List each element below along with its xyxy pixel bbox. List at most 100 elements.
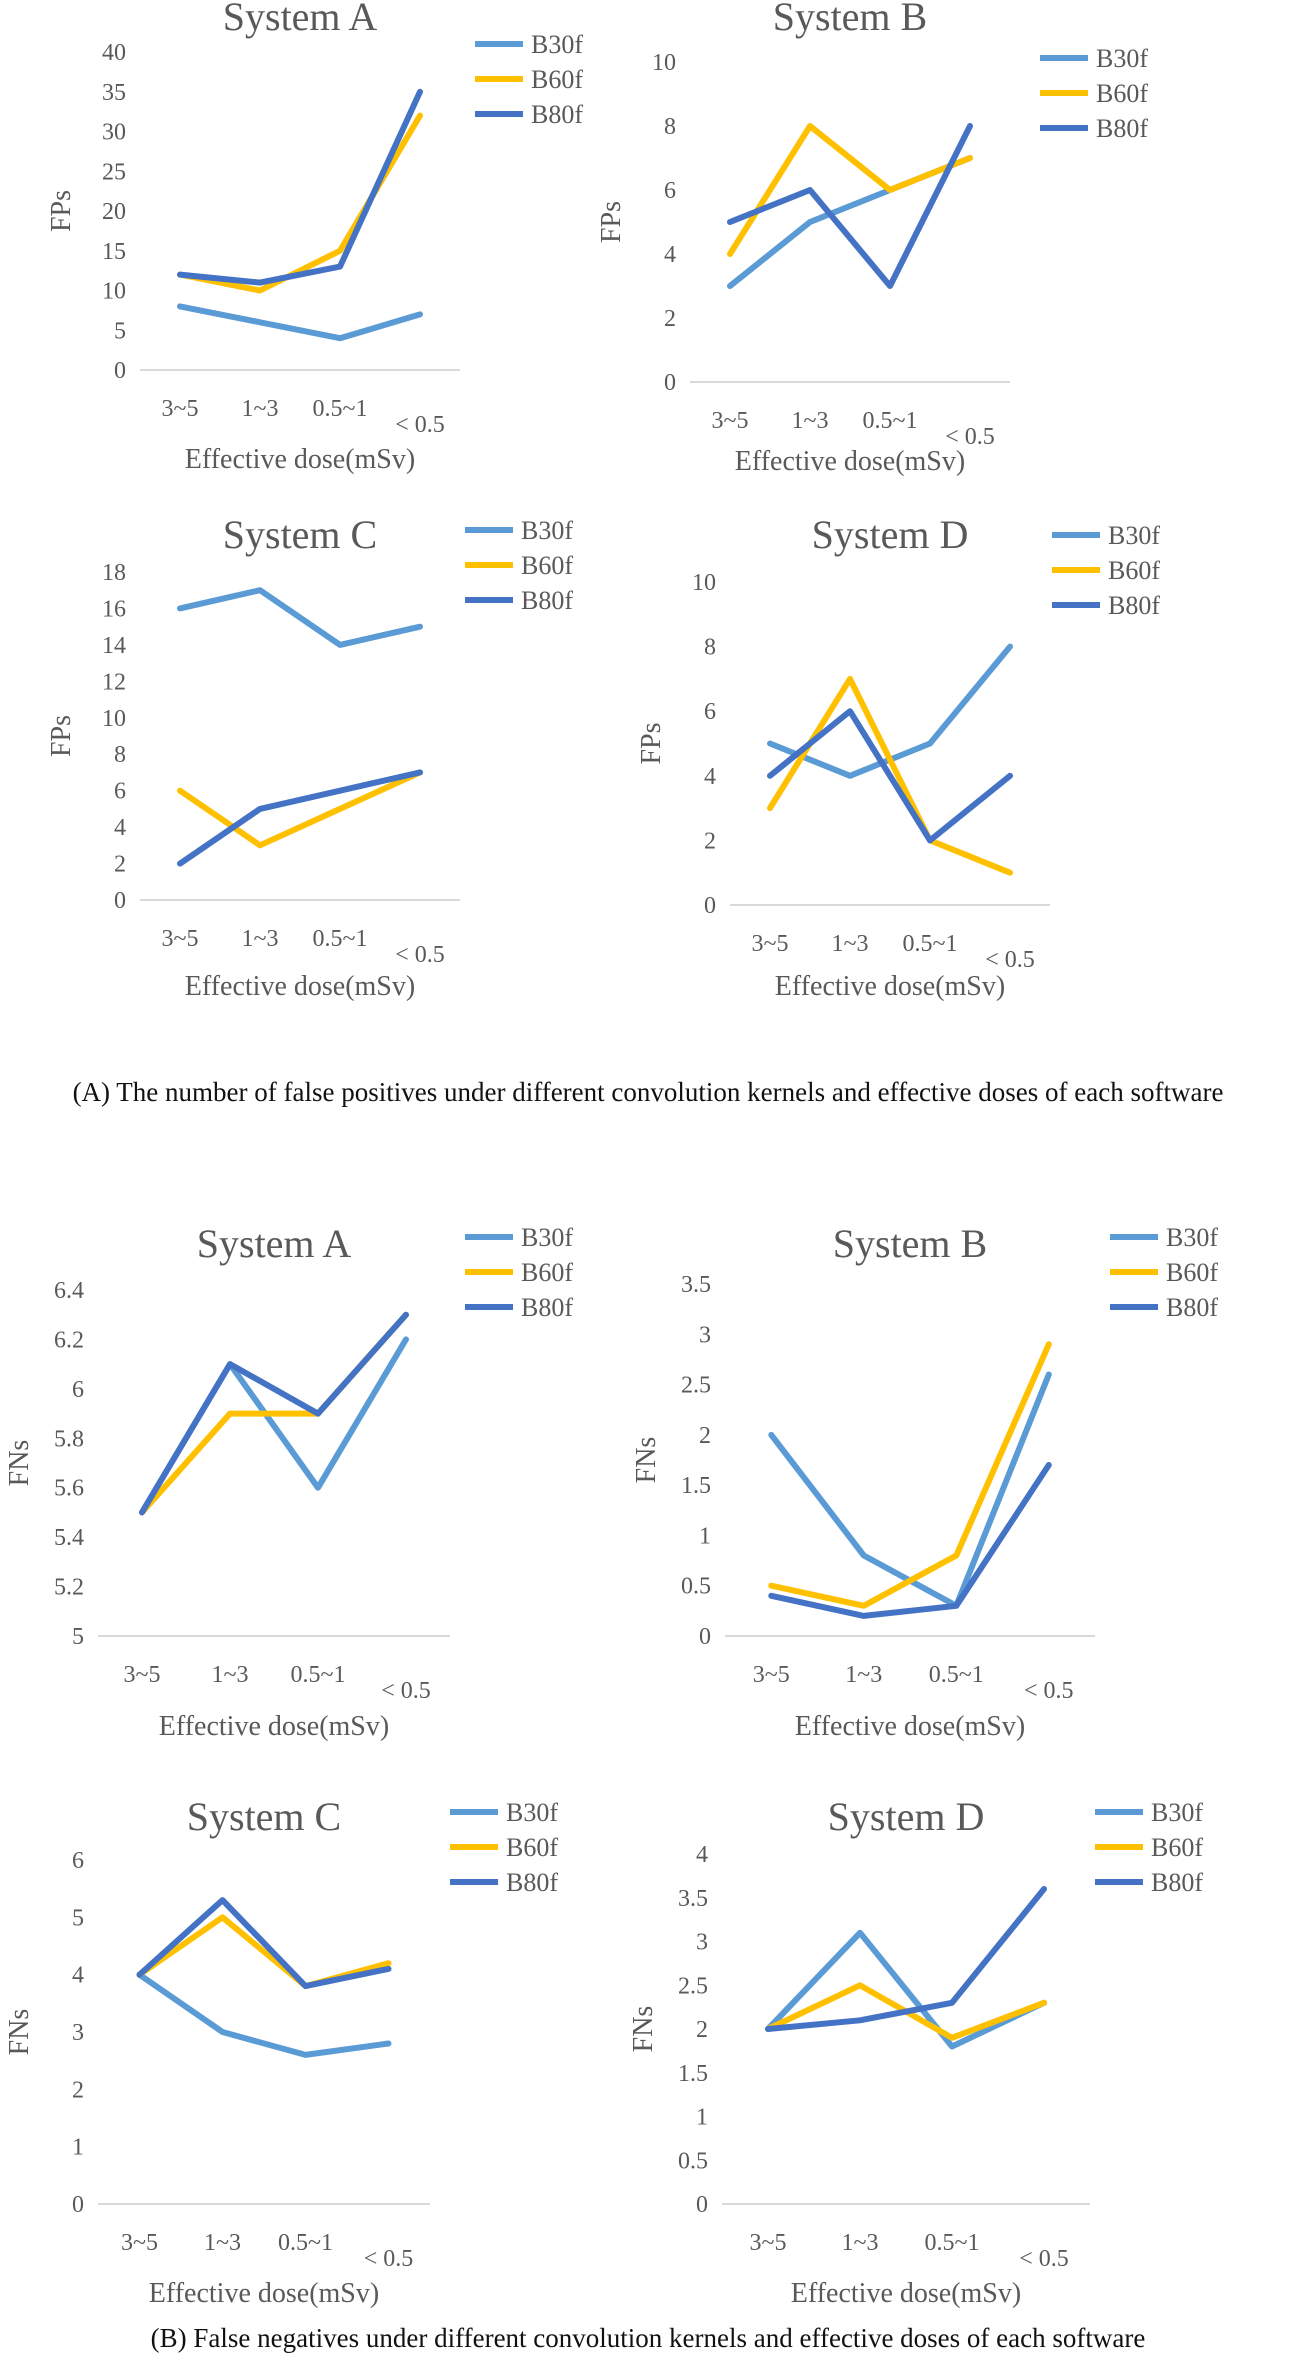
fp-c-ytick-2: 4	[114, 815, 126, 841]
fn-d-ylabel: FNs	[628, 2006, 659, 2053]
fp-a-title: System A	[223, 0, 378, 39]
fn-d-xtick-2: 0.5~1	[925, 2230, 980, 2256]
fn-c-ytick-1: 1	[72, 2135, 84, 2161]
fn-a-ytick-3: 5.6	[54, 1476, 84, 1502]
fp-b-ytick-0: 0	[664, 370, 676, 396]
fn-b-series-b80f	[768, 1462, 1052, 1619]
fn-c-ytick-4: 4	[72, 1963, 84, 1989]
fp-b-ytick-1: 2	[664, 306, 676, 332]
fp-a-ytick-7: 35	[102, 80, 126, 106]
fn-a-title: System A	[197, 1221, 352, 1266]
fn-a-legend-label-b80f: B80f	[521, 1293, 573, 1322]
fn-b-ytick-5: 2.5	[681, 1373, 711, 1399]
fn-d-xtick-0: 3~5	[750, 2230, 787, 2256]
fn-c-xtick-3: < 0.5	[364, 2246, 414, 2272]
fn-d-ytick-8: 4	[696, 1842, 708, 1868]
fp-b-ytick-3: 6	[664, 178, 676, 204]
fn-c-series-b30f	[136, 1971, 392, 2058]
fn-b-xtick-1: 1~3	[845, 1662, 882, 1688]
fp-c-xlabel: Effective dose(mSv)	[185, 971, 415, 1002]
fn-b-ytick-3: 1.5	[681, 1473, 711, 1499]
fn-c-series-b80f	[136, 1897, 392, 1990]
fn-d-ytick-1: 0.5	[678, 2148, 708, 2174]
fn-b-title: System B	[833, 1221, 987, 1266]
fn-a-xtick-2: 0.5~1	[291, 1662, 346, 1688]
fn-a-series-b30f	[139, 1336, 409, 1516]
fp-c-series-b60f	[177, 769, 423, 849]
fn-d-ytick-6: 3	[696, 1930, 708, 1956]
fn-b-legend-label-b30f: B30f	[1166, 1223, 1218, 1252]
fp-a-legend-label-b60f: B60f	[531, 65, 583, 94]
fp-c-xtick-3: < 0.5	[395, 942, 445, 968]
fn-c-ytick-2: 2	[72, 2077, 84, 2103]
fn-d-xlabel: Effective dose(mSv)	[791, 2278, 1021, 2309]
fn-c-legend-label-b80f: B80f	[506, 1868, 558, 1897]
fn-d-legend-label-b60f: B60f	[1151, 1833, 1203, 1862]
fn-c-ytick-3: 3	[72, 2020, 84, 2046]
fn-a-ylabel: FNs	[4, 1440, 35, 1487]
caption-false-negatives: (B) False negatives under different conv…	[150, 2323, 1146, 2353]
fn-d-xtick-1: 1~3	[842, 2230, 879, 2256]
fn-d-ytick-3: 1.5	[678, 2061, 708, 2087]
fn-a-ytick-6: 6.2	[54, 1327, 84, 1353]
fp-c-legend-label-b30f: B30f	[521, 516, 573, 545]
fp-a-ytick-1: 5	[114, 318, 126, 344]
fn-b-ytick-2: 1	[699, 1523, 711, 1549]
fp-d-ytick-5: 10	[692, 570, 716, 596]
fp-c-series-b30f	[177, 587, 423, 648]
fn-d-ytick-5: 2.5	[678, 1973, 708, 1999]
fp-c-ylabel: FPs	[46, 715, 77, 757]
fp-d-series-b80f	[767, 708, 1013, 844]
fn-c-legend-label-b60f: B60f	[506, 1833, 558, 1862]
fn-d-legend-label-b80f: B80f	[1151, 1868, 1203, 1897]
fp-a-xtick-0: 3~5	[162, 396, 199, 422]
fp-a-series-b30f	[177, 303, 423, 342]
fn-a-legend-label-b60f: B60f	[521, 1258, 573, 1287]
fn-b-ytick-4: 2	[699, 1423, 711, 1449]
fp-b-legend-label-b30f: B30f	[1096, 44, 1148, 73]
fp-c-title: System C	[223, 512, 377, 557]
fn-b-legend-label-b60f: B60f	[1166, 1258, 1218, 1287]
fn-b-series-b30f	[768, 1371, 1052, 1609]
fn-a-series-b60f	[139, 1311, 409, 1516]
fp-d-title: System D	[812, 512, 969, 557]
fn-c-xtick-1: 1~3	[204, 2230, 241, 2256]
fp-d-xtick-1: 1~3	[832, 931, 869, 957]
fn-a-ytick-4: 5.8	[54, 1426, 84, 1452]
fp-d-legend-label-b80f: B80f	[1108, 591, 1160, 620]
fn-a-ytick-0: 5	[72, 1624, 84, 1650]
fn-b-ytick-7: 3.5	[681, 1272, 711, 1298]
fp-a-ytick-0: 0	[114, 358, 126, 384]
fp-d-ylabel: FPs	[636, 722, 667, 764]
fn-a-series-b80f	[139, 1311, 409, 1516]
fp-b-series-b80f	[727, 123, 973, 289]
fn-b-ytick-0: 0	[699, 1624, 711, 1650]
fp-d-xtick-3: < 0.5	[985, 947, 1035, 973]
fp-d-ytick-3: 6	[704, 699, 716, 725]
fp-c-ytick-1: 2	[114, 852, 126, 878]
fp-b-xtick-3: < 0.5	[945, 424, 995, 450]
fp-b-xtick-0: 3~5	[712, 408, 749, 434]
fn-d-ytick-7: 3.5	[678, 1886, 708, 1912]
fn-b-ytick-1: 0.5	[681, 1574, 711, 1600]
fn-a-legend-label-b30f: B30f	[521, 1223, 573, 1252]
fp-a-ytick-6: 30	[102, 120, 126, 146]
fp-c-ytick-5: 10	[102, 706, 126, 732]
fp-a-legend-label-b80f: B80f	[531, 100, 583, 129]
fp-d-ytick-0: 0	[704, 893, 716, 919]
fn-c-xtick-2: 0.5~1	[278, 2230, 333, 2256]
fp-a-ytick-2: 10	[102, 279, 126, 305]
fn-d-xtick-3: < 0.5	[1019, 2246, 1069, 2272]
fp-c-legend-label-b60f: B60f	[521, 551, 573, 580]
fn-c-ytick-0: 0	[72, 2192, 84, 2218]
fp-b-xlabel: Effective dose(mSv)	[735, 446, 965, 477]
fn-c-ytick-6: 6	[72, 1848, 84, 1874]
fp-b-series-b30f	[727, 155, 973, 289]
fp-a-xtick-3: < 0.5	[395, 412, 445, 438]
fn-b-ylabel: FNs	[631, 1437, 662, 1484]
caption-false-positives: (A) The number of false positives under …	[72, 1077, 1224, 1107]
fp-a-ytick-4: 20	[102, 199, 126, 225]
fn-d-ytick-4: 2	[696, 2017, 708, 2043]
fn-a-xtick-3: < 0.5	[381, 1678, 431, 1704]
